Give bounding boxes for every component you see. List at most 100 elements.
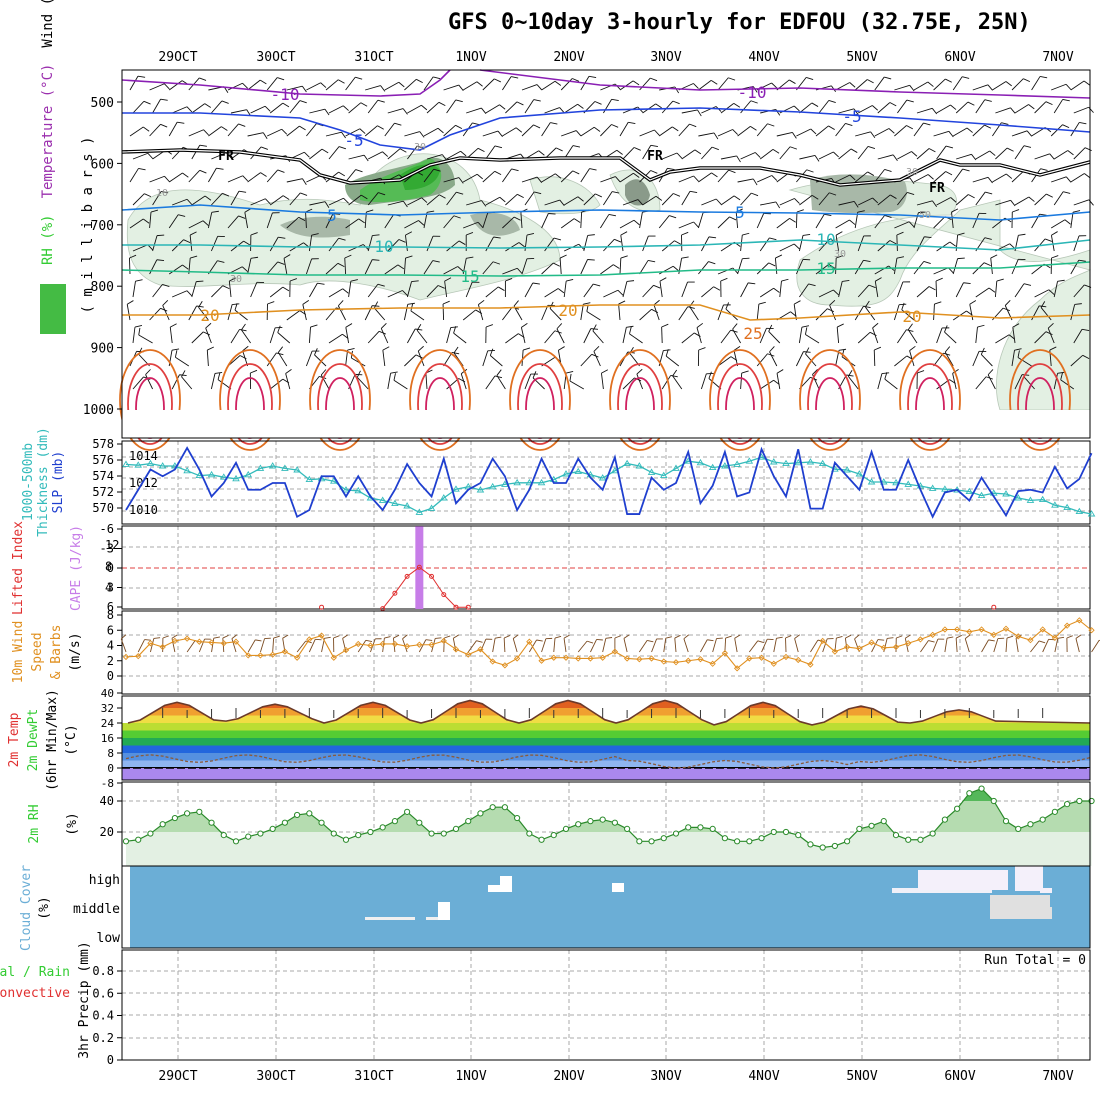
wind-barb	[583, 193, 596, 206]
thickness-point	[501, 480, 509, 487]
wind-barb-flag	[980, 347, 985, 355]
wind-barb	[975, 99, 986, 114]
wind-barb-flag	[534, 191, 542, 195]
wind-barb-flag	[393, 634, 400, 639]
wind-barb-flag	[324, 108, 330, 116]
cloud-block	[365, 917, 415, 920]
wind-barb-flag	[382, 151, 389, 157]
wind-barb	[387, 373, 392, 390]
wind-barb-flag	[1064, 219, 1071, 225]
wind-barb	[701, 286, 714, 298]
wind-barb	[387, 200, 404, 206]
wind-barb	[681, 109, 698, 114]
thickness-point	[1075, 507, 1084, 515]
wind-barb	[512, 638, 518, 653]
wind-barb-flag	[372, 259, 380, 261]
wind-speed-point	[892, 643, 900, 651]
wind-barb-flag	[499, 104, 506, 110]
wind-barb-flag	[708, 236, 717, 239]
wind-barb	[874, 281, 879, 298]
wind-barb-flag	[698, 347, 706, 351]
wind-barb	[603, 238, 615, 252]
cloud-block	[990, 895, 1050, 907]
wind-barb	[345, 350, 348, 367]
wind-barb	[466, 200, 482, 206]
wind-barb-flag	[1002, 307, 1010, 312]
thickness-point	[672, 464, 680, 471]
wind-barb	[466, 107, 482, 114]
wind-barb	[373, 307, 386, 321]
wind-barb	[952, 76, 963, 91]
wind-barb	[528, 639, 537, 653]
wind-barb-flag	[239, 328, 247, 332]
wind-speed-point	[1002, 625, 1010, 632]
wind-barb-flag	[356, 370, 361, 378]
wind-barb-flag	[754, 152, 761, 158]
wind-barb	[492, 638, 496, 653]
wind-barb-flag	[927, 174, 934, 180]
wind-barb-flag	[587, 234, 595, 236]
wind-barb-flag	[496, 369, 502, 376]
wind-barb	[593, 351, 601, 367]
wind-speed-point	[1027, 637, 1034, 644]
wind-speed-line	[125, 619, 1092, 670]
wind-barb-flag	[1084, 147, 1092, 152]
wind-barb-flag	[985, 191, 993, 195]
wind-barb	[805, 334, 820, 344]
rh-point	[428, 830, 435, 837]
wind-barb-flag	[924, 236, 932, 238]
wind-barb-flag	[1010, 200, 1016, 207]
wind-barb-flag	[300, 192, 308, 196]
wind-barb	[172, 106, 188, 114]
wind-speed-point	[636, 656, 643, 663]
thickness-point	[537, 478, 546, 486]
wind-barb	[348, 194, 362, 206]
wind-barb	[701, 146, 713, 160]
wind-barb	[980, 354, 993, 367]
wind-barb	[502, 168, 512, 183]
wind-barb	[404, 131, 420, 137]
wind-barb	[665, 355, 680, 367]
wind-barb	[521, 84, 538, 91]
wind-barb	[191, 195, 206, 206]
thickness-point	[574, 467, 583, 475]
wind-barb-flag	[250, 256, 259, 259]
wind-barb-flag	[311, 233, 319, 236]
wind-barb-flag	[421, 197, 428, 203]
thickness-point	[219, 473, 228, 480]
wind-barb	[975, 376, 987, 390]
wind-barb	[524, 373, 532, 390]
wind-barb	[227, 123, 239, 137]
wind-barb	[720, 329, 731, 344]
wind-barb	[1070, 80, 1085, 91]
wind-barb	[443, 124, 456, 137]
thickness-point	[244, 470, 253, 478]
wind-barb	[936, 145, 947, 160]
cloud-block	[918, 870, 1008, 890]
rh-point	[1039, 816, 1046, 823]
wind-barb	[1070, 122, 1080, 137]
wind-barb-flag	[517, 193, 524, 198]
thickness-point	[818, 459, 827, 467]
wind-barb	[737, 126, 751, 137]
wind-barb-flag	[962, 168, 970, 172]
wind-speed-point	[159, 643, 166, 651]
wind-barb	[735, 212, 739, 229]
slp-tick-label: 1012	[129, 476, 158, 490]
wind-speed-point	[672, 659, 680, 666]
wind-barb-flag	[302, 300, 310, 305]
wind-barb-flag	[250, 232, 258, 236]
wind-barb	[994, 281, 998, 298]
wind-barb	[658, 215, 670, 229]
thickness-point	[342, 486, 350, 493]
thickness-point	[598, 474, 607, 481]
rh-contour-label: 30	[230, 274, 242, 285]
wind-barb-flag	[694, 149, 702, 155]
wind-barb	[198, 307, 209, 321]
wind-barb	[328, 105, 344, 114]
wind-barb	[877, 240, 891, 252]
wind-barb-flag	[435, 637, 442, 639]
wind-barb	[210, 236, 219, 252]
wind-barb	[1060, 379, 1075, 390]
wind-barb-flag	[1028, 104, 1035, 110]
